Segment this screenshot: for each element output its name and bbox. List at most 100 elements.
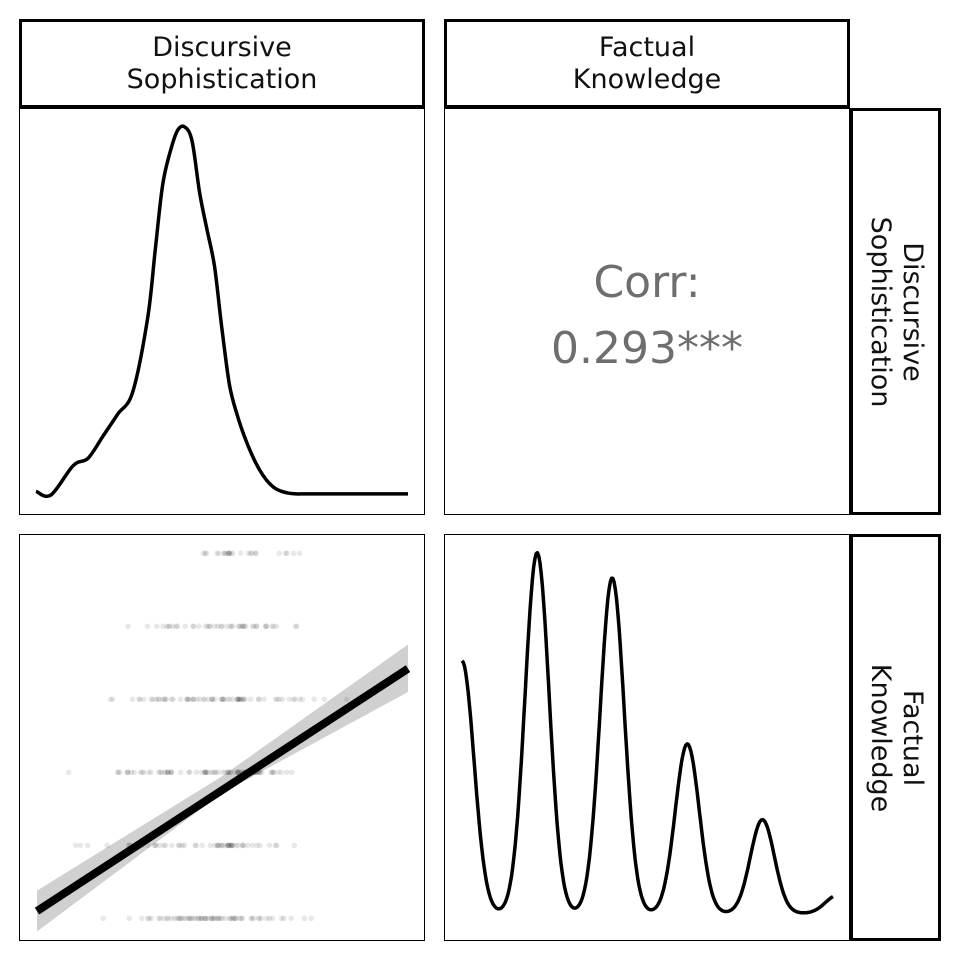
- scatter-point: [259, 769, 265, 776]
- strip-right-factual: Factual Knowledge: [850, 534, 941, 941]
- scatter-point: [213, 769, 219, 776]
- scatter-point: [165, 769, 171, 776]
- scatter-point: [205, 915, 211, 922]
- scatter-point: [281, 915, 287, 922]
- scatter-point: [256, 696, 262, 703]
- scatter-point: [184, 696, 191, 703]
- scatter-point: [218, 623, 225, 630]
- scatter-point: [126, 915, 133, 922]
- scatter-point: [226, 915, 233, 922]
- scatter-point: [240, 842, 246, 849]
- panel-correlation: Corr: 0.293***: [444, 108, 850, 515]
- scatter-point: [159, 696, 166, 703]
- scatter-point: [321, 696, 328, 703]
- scatter-point: [205, 696, 212, 703]
- scatter-point: [168, 915, 175, 922]
- scatter-point: [233, 842, 239, 849]
- scatter-point: [166, 623, 173, 630]
- scatter-point: [211, 915, 217, 922]
- scatter-point: [157, 915, 164, 922]
- scatter-point: [173, 623, 180, 630]
- scatter-point: [248, 915, 254, 922]
- scatter-point: [104, 842, 110, 849]
- scatter-point: [240, 696, 246, 703]
- scatter-point: [161, 842, 167, 849]
- scatter-point: [226, 696, 233, 703]
- scatter-point: [209, 696, 216, 703]
- scatter-point: [299, 696, 306, 703]
- scatter-point: [218, 623, 225, 630]
- scatter-point: [225, 842, 232, 849]
- scatter-point: [255, 915, 262, 922]
- strip-label-line2: Sophistication: [864, 216, 896, 407]
- scatter-point: [240, 623, 247, 630]
- scatter-point: [129, 696, 136, 703]
- scatter-point: [235, 696, 242, 703]
- scatter-point: [239, 915, 246, 922]
- scatter-point: [276, 696, 283, 703]
- scatter-point: [227, 623, 234, 630]
- scatter-point: [223, 550, 229, 557]
- scatter-point: [209, 769, 216, 776]
- scatter-point: [186, 696, 192, 703]
- scatter-point: [124, 769, 131, 776]
- scatter-point: [214, 842, 221, 849]
- scatter-point: [192, 842, 199, 849]
- scatter-point: [221, 696, 227, 703]
- scatter-point: [193, 842, 199, 849]
- scatter-point: [202, 915, 208, 922]
- scatter-point: [229, 842, 235, 849]
- scatter-point: [217, 696, 224, 703]
- scatter-point: [139, 769, 146, 776]
- scatter-point: [165, 623, 172, 630]
- scatter-point: [155, 696, 161, 703]
- scatter-point: [115, 769, 121, 776]
- strip-top-discursive: Discursive Sophistication: [19, 19, 425, 108]
- scatter-point: [272, 696, 279, 703]
- scatter-point: [245, 842, 251, 849]
- scatter-point: [186, 769, 193, 776]
- scatter-point: [249, 550, 255, 557]
- scatter-point: [208, 769, 214, 776]
- scatter-point: [227, 769, 234, 776]
- scatter-point: [222, 769, 228, 776]
- scatter-point: [195, 915, 201, 922]
- regression-line: [34, 665, 411, 915]
- scatter-point: [230, 915, 236, 922]
- scatter-point: [256, 915, 262, 922]
- scatter-point: [291, 696, 297, 703]
- scatter-point: [199, 915, 205, 922]
- scatter-point: [190, 623, 196, 630]
- scatter-point: [202, 769, 209, 776]
- scatter-point: [202, 769, 209, 776]
- scatter-point: [148, 696, 155, 703]
- scatter-point: [238, 623, 245, 630]
- scatter-point: [217, 915, 224, 922]
- scatter-point: [249, 623, 256, 630]
- scatter-point: [176, 915, 183, 922]
- scatter-point: [203, 915, 209, 922]
- scatter-point: [223, 623, 230, 630]
- scatter-point: [232, 915, 238, 922]
- scatter-point: [125, 769, 131, 776]
- strip-label-line2: Knowledge: [572, 63, 722, 95]
- scatter-point: [165, 769, 171, 776]
- scatter-point: [168, 769, 174, 776]
- scatter-point: [189, 696, 195, 703]
- scatter-point: [174, 915, 180, 922]
- scatter-point: [220, 550, 227, 557]
- scatter-point: [186, 769, 192, 776]
- scatter-point: [157, 842, 163, 849]
- scatter-point: [222, 842, 228, 849]
- scatter-point: [178, 915, 184, 922]
- scatter-point: [84, 842, 91, 849]
- scatter-point: [253, 550, 259, 557]
- scatter-point: [263, 915, 270, 922]
- density-plot: [460, 550, 834, 915]
- scatter-point: [191, 623, 197, 630]
- scatter-point: [137, 769, 144, 776]
- scatter-point: [253, 623, 260, 630]
- scatter-point: [225, 550, 232, 557]
- scatter-point: [266, 915, 273, 922]
- scatter-point: [174, 623, 181, 630]
